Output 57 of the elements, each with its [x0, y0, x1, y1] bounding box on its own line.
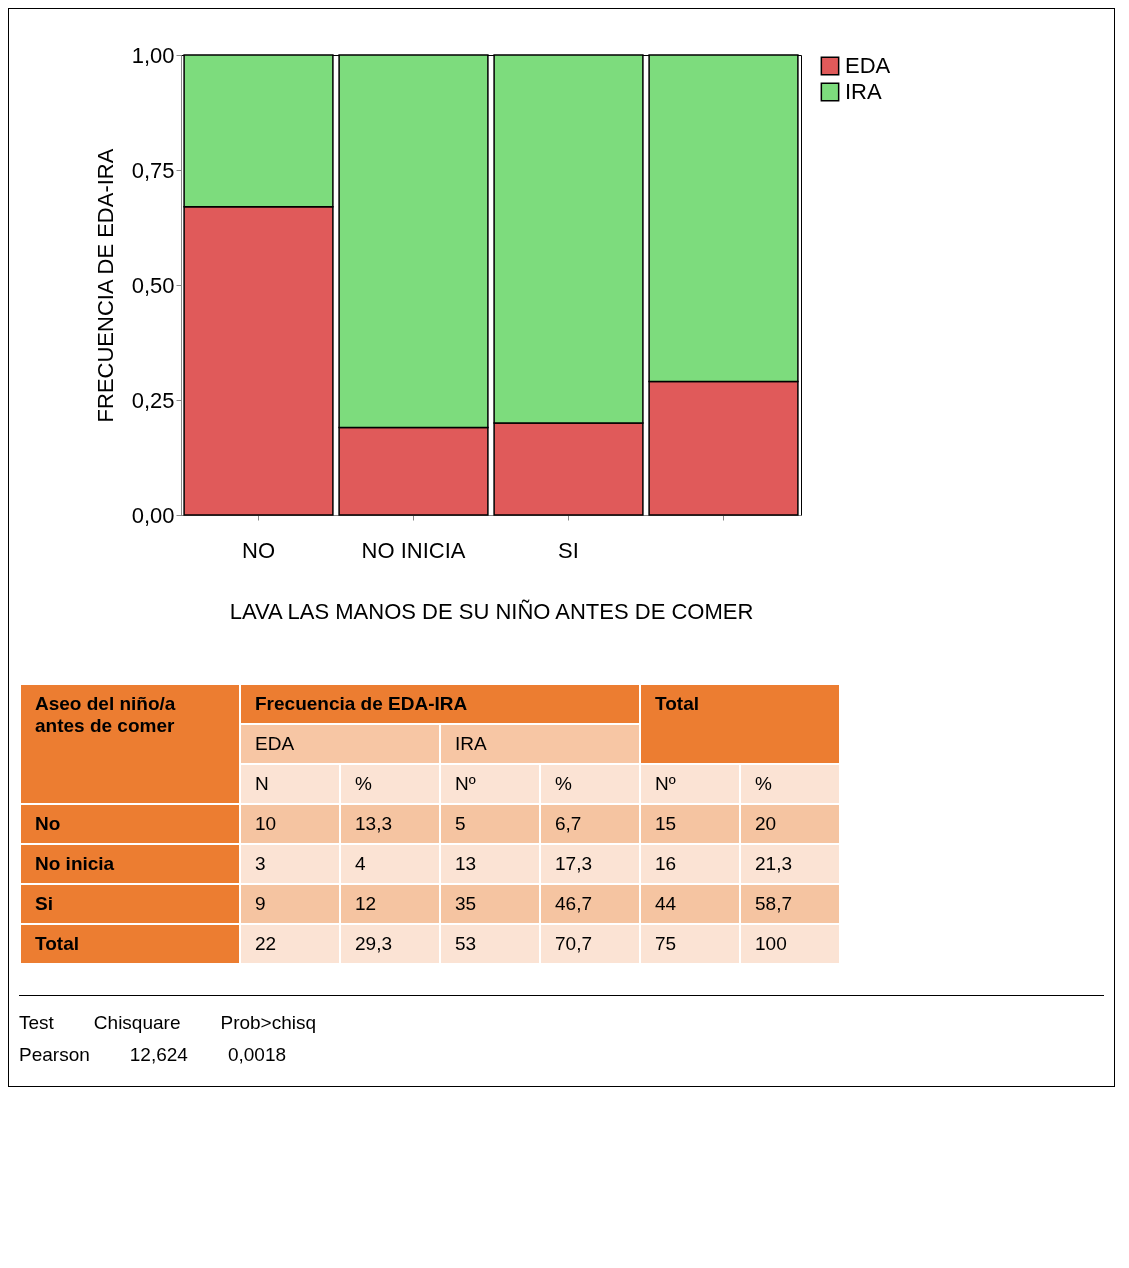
- text: 12,624: [129, 1044, 188, 1066]
- text: IRA: [440, 724, 640, 764]
- text: 44: [640, 884, 740, 924]
- text: 9: [240, 884, 340, 924]
- y-axis-title: FRECUENCIA DE EDA-IRA: [92, 148, 118, 423]
- text: 3: [240, 844, 340, 884]
- text: 6,7: [540, 804, 640, 844]
- text: 29,3: [340, 924, 440, 964]
- text: 22: [240, 924, 340, 964]
- text: Test: [19, 1012, 54, 1034]
- y-tick-label: 0,75: [131, 157, 175, 183]
- text: 12: [340, 884, 440, 924]
- text: Total: [20, 924, 240, 964]
- text: 20: [740, 804, 840, 844]
- text: Si: [20, 884, 240, 924]
- text: 53: [440, 924, 540, 964]
- legend-label: EDA: [845, 53, 891, 78]
- text: Frecuencia de EDA-IRA: [240, 684, 640, 724]
- text: N: [240, 764, 340, 804]
- x-axis-title: LAVA LAS MANOS DE SU NIÑO ANTES DE COMER: [229, 598, 754, 624]
- text: 21,3: [740, 844, 840, 884]
- text: No: [20, 804, 240, 844]
- text: Prob>chisq: [220, 1012, 317, 1034]
- text: Total: [640, 684, 840, 764]
- text: 4: [340, 844, 440, 884]
- x-tick-label: SI: [558, 537, 579, 563]
- text: 0,0018: [227, 1044, 287, 1066]
- text: 13: [440, 844, 540, 884]
- text: 5: [440, 804, 540, 844]
- text: 58,7: [740, 884, 840, 924]
- y-tick-label: 0,00: [131, 502, 175, 528]
- x-tick-label: NO: [242, 537, 275, 563]
- text: 46,7: [540, 884, 640, 924]
- text: Nº: [640, 764, 740, 804]
- text: Nº: [440, 764, 540, 804]
- y-tick-label: 0,25: [131, 387, 175, 413]
- text: EDA: [240, 724, 440, 764]
- text: 75: [640, 924, 740, 964]
- text: 100: [740, 924, 840, 964]
- x-tick-label: NO INICIA: [361, 537, 466, 563]
- text: Pearson: [19, 1044, 90, 1066]
- text: %: [740, 764, 840, 804]
- text: %: [540, 764, 640, 804]
- text: No inicia: [20, 844, 240, 884]
- text: 15: [640, 804, 740, 844]
- text: 70,7: [540, 924, 640, 964]
- text: 16: [640, 844, 740, 884]
- text: %: [340, 764, 440, 804]
- y-tick-label: 1,00: [131, 42, 175, 68]
- text: 35: [440, 884, 540, 924]
- text: 17,3: [540, 844, 640, 884]
- text: Chisquare: [93, 1012, 181, 1034]
- text: 10: [240, 804, 340, 844]
- text: 13,3: [340, 804, 440, 844]
- legend-label: IRA: [845, 79, 882, 104]
- y-tick-label: 0,50: [131, 272, 175, 298]
- text: Aseo del niño/a antes de comer: [20, 684, 240, 804]
